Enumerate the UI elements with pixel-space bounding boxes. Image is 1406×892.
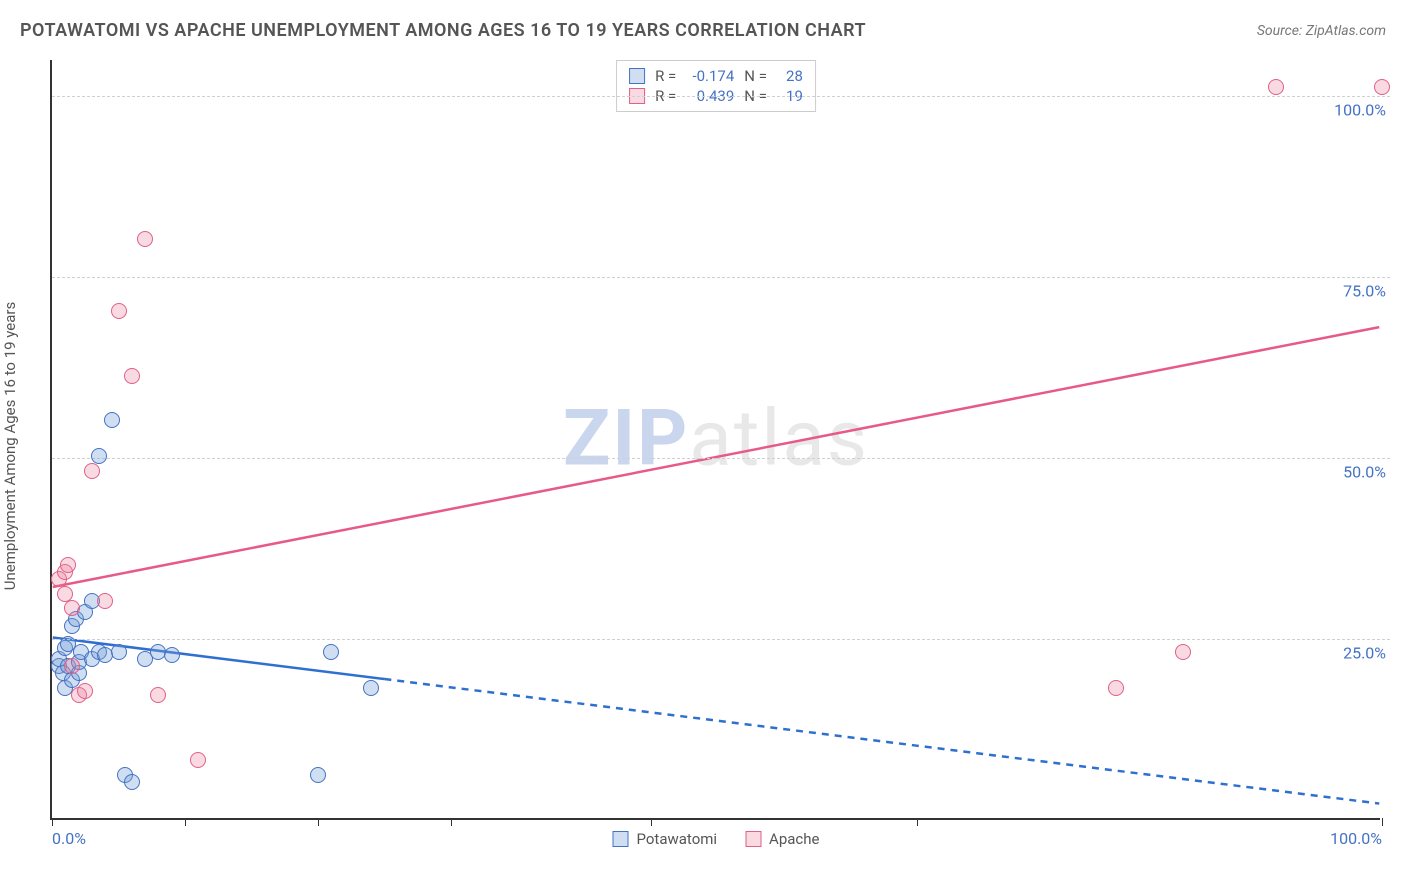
chart-title: POTAWATOMI VS APACHE UNEMPLOYMENT AMONG …: [20, 20, 866, 41]
stats-row-potawatomi: R = -0.174 N = 28: [629, 67, 803, 85]
legend-label-potawatomi: Potawatomi: [637, 830, 718, 848]
data-point-potawatomi: [310, 767, 326, 783]
label-R: R =: [655, 67, 676, 85]
value-R-potawatomi: -0.174: [686, 67, 734, 85]
watermark: ZIPatlas: [563, 394, 869, 485]
data-point-apache: [150, 687, 166, 703]
y-tick-label: 50.0%: [1339, 463, 1390, 482]
data-point-apache: [1268, 79, 1284, 95]
x-tick-label: 100.0%: [1330, 829, 1382, 848]
data-point-potawatomi: [323, 644, 339, 660]
x-tick: [1382, 818, 1383, 826]
data-point-apache: [1175, 644, 1191, 660]
legend-label-apache: Apache: [769, 830, 819, 848]
y-tick-label: 100.0%: [1330, 101, 1390, 120]
data-point-apache: [64, 658, 80, 674]
x-tick: [185, 818, 186, 826]
x-tick-label: 0.0%: [52, 829, 86, 848]
data-point-apache: [124, 368, 140, 384]
correlation-stats-box: R = -0.174 N = 28 R = 0.439 N = 19: [616, 60, 816, 112]
data-point-apache: [137, 231, 153, 247]
watermark-part1: ZIP: [563, 394, 689, 485]
legend-item-apache: Apache: [745, 830, 819, 848]
legend-swatch-potawatomi: [613, 831, 629, 847]
x-tick: [917, 818, 918, 826]
legend: Potawatomi Apache: [613, 830, 820, 848]
data-point-apache: [1374, 79, 1390, 95]
value-N-potawatomi: 28: [777, 67, 803, 85]
data-point-apache: [97, 593, 113, 609]
y-tick-label: 75.0%: [1339, 282, 1390, 301]
gridline: [52, 277, 1390, 278]
legend-item-potawatomi: Potawatomi: [613, 830, 718, 848]
data-point-potawatomi: [363, 680, 379, 696]
watermark-part2: atlas: [689, 394, 869, 485]
trendline-apache: [53, 327, 1380, 587]
data-point-potawatomi: [164, 647, 180, 663]
y-tick-label: 25.0%: [1339, 644, 1390, 663]
gridline: [52, 458, 1390, 459]
x-tick: [52, 818, 53, 826]
scatter-plot: ZIPatlas R = -0.174 N = 28 R = 0.439 N =…: [50, 60, 1380, 820]
legend-swatch-apache: [745, 831, 761, 847]
data-point-apache: [190, 752, 206, 768]
trend-lines: [52, 60, 1380, 818]
label-N: N =: [744, 67, 767, 85]
data-point-apache: [84, 463, 100, 479]
x-tick: [651, 818, 652, 826]
data-point-potawatomi: [124, 774, 140, 790]
data-point-apache: [60, 557, 76, 573]
data-point-apache: [1108, 680, 1124, 696]
data-point-apache: [77, 683, 93, 699]
swatch-potawatomi: [629, 68, 645, 84]
trendline-potawatomi: [384, 679, 1379, 804]
data-point-potawatomi: [104, 412, 120, 428]
y-axis-label: Unemployment Among Ages 16 to 19 years: [1, 302, 19, 590]
data-point-potawatomi: [111, 644, 127, 660]
gridline: [52, 639, 1390, 640]
x-tick: [318, 818, 319, 826]
data-point-apache: [64, 600, 80, 616]
data-point-apache: [111, 303, 127, 319]
gridline: [52, 96, 1390, 97]
x-tick: [451, 818, 452, 826]
source-attribution: Source: ZipAtlas.com: [1257, 23, 1386, 39]
